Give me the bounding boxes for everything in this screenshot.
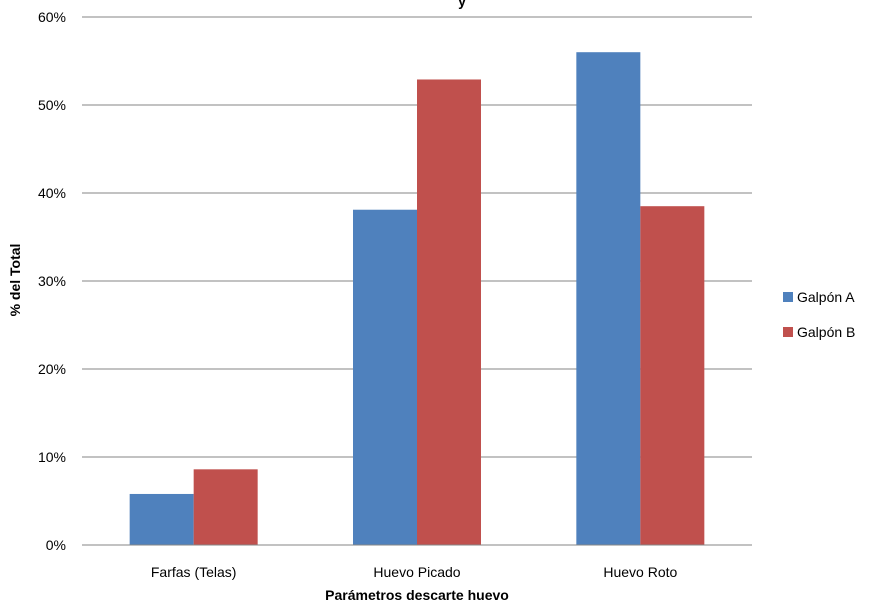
y-tick-label: 60%	[38, 9, 66, 25]
y-axis-ticks: 0% 10% 20% 30% 40% 50% 60%	[38, 9, 66, 553]
y-tick-label: 40%	[38, 185, 66, 201]
x-tick-label: Huevo Roto	[603, 564, 677, 580]
y-axis-title: % del Total	[7, 244, 23, 317]
x-axis-ticks: Farfas (Telas) Huevo Picado Huevo Roto	[151, 564, 678, 580]
legend-swatch	[783, 292, 793, 302]
y-tick-label: 20%	[38, 361, 66, 377]
bar	[193, 469, 258, 545]
x-tick-label: Farfas (Telas)	[151, 564, 237, 580]
bar	[417, 79, 481, 545]
legend: Galpón A Galpón B	[783, 289, 855, 340]
bars	[129, 52, 705, 545]
y-tick-label: 0%	[46, 537, 66, 553]
y-tick-label: 50%	[38, 97, 66, 113]
x-axis-title: Parámetros descarte huevo	[325, 587, 509, 603]
y-tick-label: 30%	[38, 273, 66, 289]
bar	[129, 493, 194, 545]
legend-label: Galpón B	[797, 324, 855, 340]
y-tick-label: 10%	[38, 449, 66, 465]
x-tick-label: Huevo Picado	[373, 564, 460, 580]
legend-swatch	[783, 327, 793, 337]
legend-label: Galpón A	[797, 289, 855, 305]
bar	[576, 52, 641, 545]
bar	[640, 206, 705, 545]
bar	[353, 209, 417, 545]
chart-title-fragment: y	[458, 0, 466, 9]
